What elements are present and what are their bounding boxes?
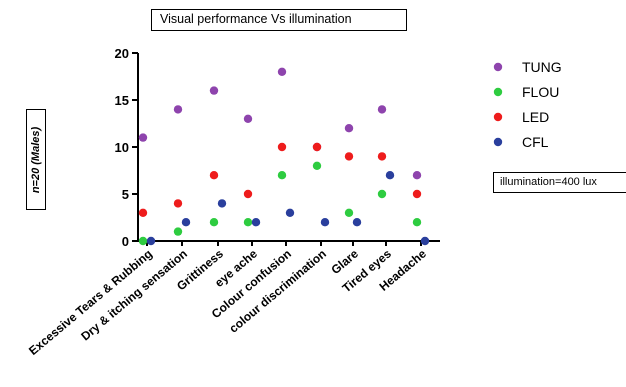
point-tung (209, 86, 219, 95)
illumination-note: illumination=400 lux (493, 172, 626, 193)
point-flou (377, 189, 387, 199)
point-tung (173, 105, 183, 114)
legend-label-cfl: CFL (522, 134, 549, 150)
point-flou (173, 227, 183, 236)
y-tick-label: 5 (122, 187, 129, 202)
point-flou (344, 208, 354, 217)
legend-marker-led (493, 112, 503, 122)
legend-marker-cfl (493, 137, 503, 147)
point-led (312, 142, 322, 152)
point-led (138, 208, 148, 217)
legend-label-tung: TUNG (522, 59, 562, 75)
y-tick-label: 15 (115, 93, 129, 108)
y-tick-label: 0 (122, 234, 129, 249)
y-axis-label-box: n=20 (Males) (26, 109, 46, 210)
point-flou (412, 218, 422, 227)
point-cfl (251, 218, 261, 227)
point-flou (243, 218, 253, 227)
point-flou (209, 218, 219, 227)
legend-label-led: LED (522, 109, 549, 125)
y-axis-label: n=20 (Males) (30, 126, 42, 192)
y-axis-label-text: n=20 (Males) (30, 126, 42, 193)
point-cfl (320, 218, 330, 227)
point-tung (138, 133, 148, 142)
point-cfl (217, 199, 227, 208)
point-tung (377, 105, 387, 114)
point-led (277, 142, 287, 152)
point-led (412, 189, 422, 199)
chart-title: Visual performance Vs illumination (151, 9, 407, 31)
point-led (173, 199, 183, 208)
legend-label-flou: FLOU (522, 84, 559, 100)
point-flou (277, 171, 287, 180)
point-cfl (352, 218, 362, 227)
point-cfl (146, 236, 156, 246)
point-tung (344, 124, 354, 133)
point-led (344, 152, 354, 161)
y-tick-label: 10 (115, 140, 129, 155)
point-led (243, 189, 253, 199)
point-cfl (420, 236, 430, 246)
y-tick-label: 20 (115, 46, 129, 61)
point-led (377, 152, 387, 161)
point-flou (312, 161, 322, 170)
point-cfl (181, 218, 191, 227)
point-tung (277, 67, 287, 77)
point-tung (412, 171, 422, 180)
point-cfl (385, 171, 395, 180)
point-led (209, 171, 219, 180)
point-tung (243, 114, 253, 124)
legend-marker-tung (493, 62, 503, 72)
point-flou (138, 236, 148, 246)
legend-marker-flou (493, 87, 503, 97)
point-cfl (285, 208, 295, 217)
